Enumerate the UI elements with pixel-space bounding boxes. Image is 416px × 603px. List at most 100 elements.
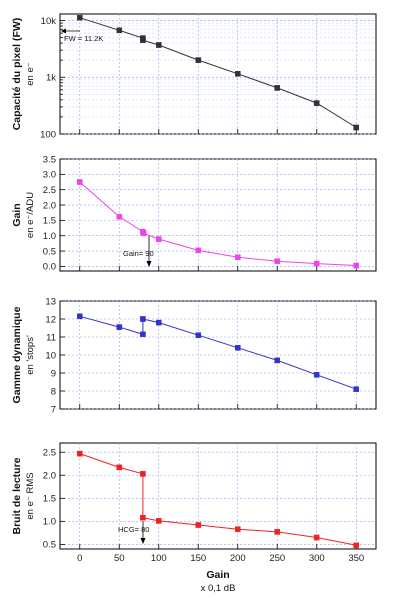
- y-tick-label: 2.0: [43, 471, 56, 482]
- y-ticks: 0.0 0.5 1.0 1.5 2.0 2.5 3.0 3.5: [43, 154, 65, 273]
- y-axis-unit: en 'stops': [25, 335, 36, 375]
- data-point: [155, 42, 162, 48]
- y-tick-label: 8: [51, 386, 56, 397]
- data-point: [116, 27, 123, 34]
- gridlines: [60, 14, 376, 135]
- panel-gain: 0.00.51.01.52.02.53.03.5 Gain en e⁻/ADU …: [11, 154, 377, 273]
- data-point: [353, 386, 360, 393]
- y-tick-label: 0.0: [43, 262, 56, 273]
- y-tick-label: 12: [45, 314, 56, 325]
- y-tick-label: 3.0: [43, 170, 56, 181]
- data-point: [353, 124, 360, 131]
- data-point: [195, 247, 202, 254]
- y-tick-label: 3.5: [43, 154, 56, 165]
- data-series: [76, 313, 360, 393]
- series-line: [79, 453, 357, 546]
- data-point: [313, 260, 320, 267]
- x-axis-unit: x 0,1 dB: [201, 583, 236, 594]
- data-point: [140, 514, 146, 521]
- series-line: [79, 315, 357, 390]
- annotation-gain-arrowhead: [146, 261, 152, 267]
- x-tick-label: 300: [309, 553, 325, 564]
- y-tick-label: 2.0: [43, 200, 56, 211]
- x-tick-label: 50: [114, 553, 125, 564]
- y-axis-label: Gain: [11, 203, 23, 226]
- data-series: [76, 179, 360, 269]
- gridlines: [60, 443, 376, 549]
- data-point: [76, 14, 83, 21]
- x-ticks: [79, 266, 357, 271]
- y-tick-label: 1.5: [43, 216, 56, 227]
- data-point: [274, 357, 281, 364]
- y-axis-label: Bruit de lecture: [11, 457, 23, 534]
- data-point: [234, 345, 241, 351]
- data-point: [116, 213, 123, 220]
- x-tick-label: 100: [151, 553, 167, 564]
- data-point: [140, 471, 146, 477]
- gridlines: [60, 300, 376, 410]
- data-point: [116, 324, 123, 330]
- data-point: [195, 332, 202, 339]
- y-tick-label: 1.0: [43, 231, 56, 242]
- data-point: [155, 236, 162, 242]
- data-point: [76, 179, 83, 185]
- x-axis-label: Gain: [206, 569, 229, 581]
- data-point: [313, 534, 320, 541]
- data-point: [234, 254, 241, 261]
- data-point: [76, 313, 83, 320]
- y-axis-label: Gamme dynamique: [11, 306, 23, 403]
- data-point: [155, 518, 162, 524]
- y-axis-unit: en e⁻/ADU: [25, 192, 36, 238]
- y-tick-label: 1k: [46, 73, 56, 84]
- y-tick-label: 100: [40, 129, 56, 140]
- panel-read-noise: 0.5 1.0 1.5 2.0 2.5 Bruit de lecture en e⁻ R…: [11, 442, 377, 551]
- data-point: [116, 464, 123, 471]
- y-tick-label: 1.0: [43, 517, 56, 528]
- data-point: [353, 542, 360, 549]
- y-ticks: 7 8 9 10 11 12 13: [45, 296, 65, 415]
- annotation-hcg: HCG= 80: [118, 521, 149, 544]
- x-ticks: [79, 129, 357, 134]
- data-point: [140, 230, 147, 237]
- y-axis-unit: en e⁻: [25, 62, 36, 86]
- data-series: [76, 450, 360, 549]
- gridlines: [60, 158, 376, 271]
- annotation-hcg-label: HCG= 80: [118, 525, 149, 534]
- x-tick-label: 200: [230, 553, 246, 564]
- plot-frame: [59, 13, 377, 135]
- y-tick-label: 13: [45, 296, 56, 307]
- data-point: [76, 450, 83, 457]
- x-ticks: [79, 544, 357, 549]
- data-point: [313, 100, 320, 106]
- data-point: [155, 319, 162, 326]
- y-tick-label: 9: [51, 368, 56, 379]
- y-tick-label: 10k: [41, 16, 57, 27]
- y-axis-label: Capacité du pixel (FW): [11, 18, 23, 131]
- annotation-hcg-arrowhead: [140, 538, 146, 544]
- panel-dynamic-range: 7 8 9 10 11 12 13 Gamme dynamique en 'stops': [11, 296, 377, 415]
- data-point: [140, 316, 146, 322]
- series-line: [79, 17, 357, 128]
- annotation-gain: Gain= 90: [123, 236, 154, 267]
- data-point: [195, 57, 202, 63]
- data-point: [274, 258, 281, 265]
- y-ticks: 0.5 1.0 1.5 2.0 2.5: [43, 448, 65, 551]
- annotation-gain-label: Gain= 90: [123, 249, 154, 258]
- data-point: [234, 526, 241, 532]
- data-point: [353, 262, 360, 269]
- x-tick-label: 0: [77, 553, 82, 564]
- y-tick-label: 7: [51, 404, 56, 415]
- x-tick-label: 250: [269, 553, 285, 564]
- y-tick-label: 11: [46, 332, 56, 343]
- y-ticks: 100 1k 10k: [40, 16, 65, 140]
- panel-pixel-capacity: 100 1k 10k Capacité du pixel (FW) en e⁻ FW…: [11, 13, 377, 140]
- annotation-fw-arrowhead: [61, 28, 66, 34]
- x-tick-labels: 0 50 100 150 200 250 300 350: [77, 553, 364, 564]
- series-line: [79, 181, 357, 266]
- data-point: [140, 37, 146, 43]
- annotation-fw: FW = 11.2K: [61, 28, 103, 43]
- y-tick-label: 2.5: [43, 185, 56, 196]
- x-tick-label: 350: [348, 553, 364, 564]
- y-tick-label: 1.5: [43, 494, 56, 505]
